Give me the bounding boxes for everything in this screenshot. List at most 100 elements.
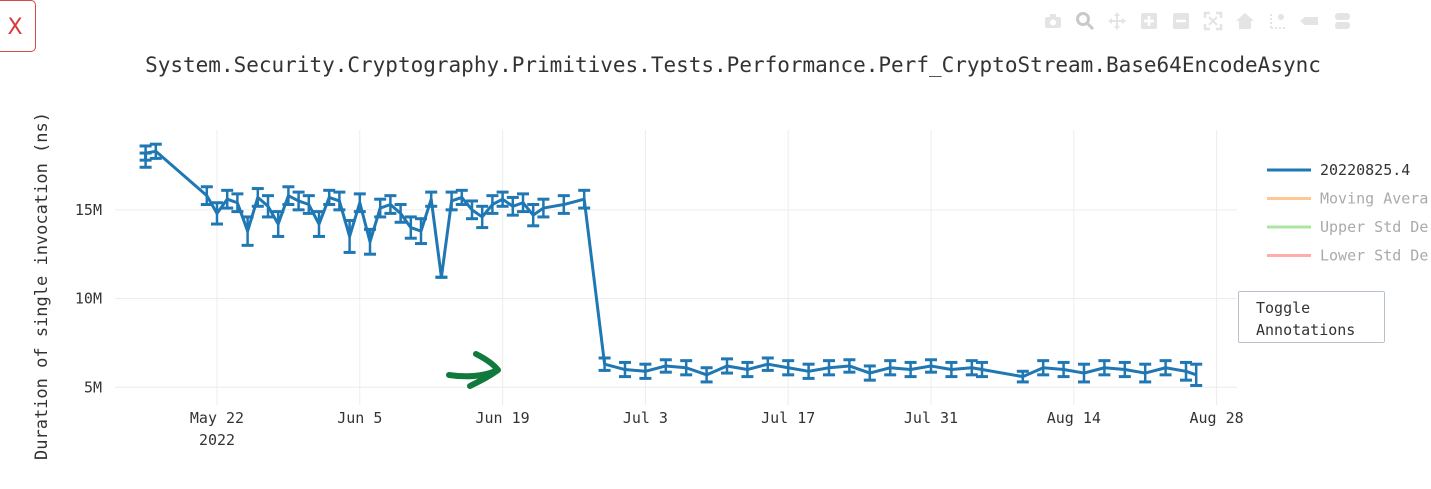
pan-icon[interactable]	[1104, 8, 1130, 34]
error-bar[interactable]	[1037, 359, 1050, 377]
zoom-icon[interactable]	[1072, 8, 1098, 34]
error-bar[interactable]	[884, 359, 897, 377]
x-tick-label: Jun 19	[476, 409, 530, 427]
error-bar[interactable]	[904, 360, 917, 379]
error-bar[interactable]	[761, 356, 774, 372]
error-bar[interactable]	[496, 190, 509, 208]
error-bar[interactable]	[976, 360, 988, 379]
error-bar[interactable]	[211, 201, 223, 226]
error-bar[interactable]	[292, 190, 305, 212]
error-bar[interactable]	[925, 358, 937, 374]
legend-item[interactable]: Upper Std De	[1267, 218, 1428, 236]
x-tick-label: Aug 28	[1190, 409, 1244, 427]
error-bar[interactable]	[139, 144, 152, 162]
zoom-out-icon[interactable]	[1168, 8, 1194, 34]
zoom-in-icon[interactable]	[1136, 8, 1162, 34]
error-bar[interactable]	[1190, 362, 1203, 387]
series-line	[144, 149, 1197, 379]
error-bar[interactable]	[1078, 362, 1090, 384]
error-bar[interactable]	[364, 227, 376, 256]
series-layer	[139, 142, 1203, 387]
y-tick-label: 5M	[84, 378, 102, 396]
error-bar[interactable]	[374, 197, 387, 219]
error-bar[interactable]	[251, 187, 264, 208]
error-bar[interactable]	[333, 190, 346, 212]
reset-axes-icon[interactable]	[1232, 8, 1258, 34]
error-bar[interactable]	[282, 185, 295, 207]
chart-title: System.Security.Cryptography.Primitives.…	[145, 53, 1321, 77]
error-bar[interactable]	[965, 359, 978, 377]
error-bar[interactable]	[343, 218, 356, 254]
error-bar[interactable]	[425, 190, 438, 208]
error-bar[interactable]	[659, 358, 672, 374]
legend: 20220825.4 Moving Avera Upper Std De Lower …	[1267, 161, 1428, 265]
error-bar[interactable]	[721, 357, 733, 375]
error-bar[interactable]	[476, 204, 489, 230]
error-bar[interactable]	[455, 188, 468, 207]
error-bar[interactable]	[823, 359, 835, 377]
error-bar[interactable]	[619, 360, 631, 379]
error-bar[interactable]	[241, 215, 254, 247]
hover-closest-icon[interactable]	[1296, 8, 1322, 34]
error-bar[interactable]	[863, 364, 876, 382]
error-bar[interactable]	[404, 215, 417, 240]
error-bar[interactable]	[700, 366, 713, 384]
x-tick-label: May 22	[190, 409, 244, 427]
error-bar[interactable]	[517, 192, 529, 214]
error-bar[interactable]	[639, 362, 652, 380]
error-bar[interactable]	[741, 360, 754, 379]
hover-compare-icon[interactable]	[1328, 8, 1354, 34]
spike-lines-icon[interactable]	[1264, 8, 1290, 34]
error-bar[interactable]	[1159, 359, 1172, 377]
error-bar[interactable]	[1098, 359, 1111, 377]
error-bar[interactable]	[1180, 360, 1192, 382]
error-bar[interactable]	[945, 360, 958, 379]
error-bar[interactable]	[1057, 360, 1070, 379]
autoscale-icon[interactable]	[1200, 8, 1226, 34]
error-bar[interactable]	[353, 192, 366, 214]
error-bar[interactable]	[1016, 369, 1029, 384]
x-tick-label: Jul 17	[761, 409, 815, 427]
error-bar[interactable]	[231, 192, 244, 214]
legend-item[interactable]: Lower Std De	[1267, 247, 1428, 265]
y-tick-label: 10M	[75, 290, 102, 308]
x-tick-label: Jul 31	[904, 409, 958, 427]
error-bar[interactable]	[782, 359, 795, 377]
error-bar[interactable]	[302, 194, 315, 215]
x-tick-label: Jun 5	[337, 409, 382, 427]
error-bar[interactable]	[262, 194, 274, 219]
error-bar[interactable]	[445, 190, 458, 212]
toggle-annotations-button[interactable]: Toggle Annotations	[1238, 291, 1385, 343]
legend-item[interactable]: 20220825.4	[1267, 161, 1410, 179]
error-bar[interactable]	[149, 142, 162, 160]
error-bar[interactable]	[200, 185, 213, 207]
legend-label: Upper Std De	[1320, 218, 1428, 236]
camera-icon[interactable]	[1040, 8, 1066, 34]
error-bar[interactable]	[466, 199, 478, 221]
error-bar[interactable]	[323, 188, 336, 207]
error-bar[interactable]	[557, 194, 570, 215]
error-bar[interactable]	[272, 210, 285, 238]
error-bar[interactable]	[1139, 362, 1152, 384]
error-bar[interactable]	[537, 197, 550, 219]
x-tick-label: Aug 14	[1047, 409, 1101, 427]
y-tick-label: 15M	[75, 201, 102, 219]
error-bar[interactable]	[578, 188, 591, 210]
error-bar[interactable]	[527, 203, 540, 228]
error-bar[interactable]	[506, 195, 519, 217]
error-bar[interactable]	[415, 217, 427, 246]
error-bar[interactable]	[802, 362, 815, 380]
x-tick-label: Jul 3	[623, 409, 668, 427]
error-bar[interactable]	[1118, 360, 1131, 379]
error-bar[interactable]	[313, 210, 325, 238]
close-button[interactable]: X	[0, 0, 36, 52]
error-bar[interactable]	[598, 356, 611, 372]
error-bar[interactable]	[680, 359, 693, 377]
error-bar[interactable]	[486, 194, 499, 215]
error-bar[interactable]	[384, 194, 397, 215]
legend-item[interactable]: Moving Avera	[1267, 190, 1428, 208]
error-bar[interactable]	[843, 358, 856, 374]
legend-label: Lower Std De	[1320, 247, 1428, 265]
error-bar[interactable]	[221, 188, 234, 210]
error-bar[interactable]	[394, 203, 407, 224]
